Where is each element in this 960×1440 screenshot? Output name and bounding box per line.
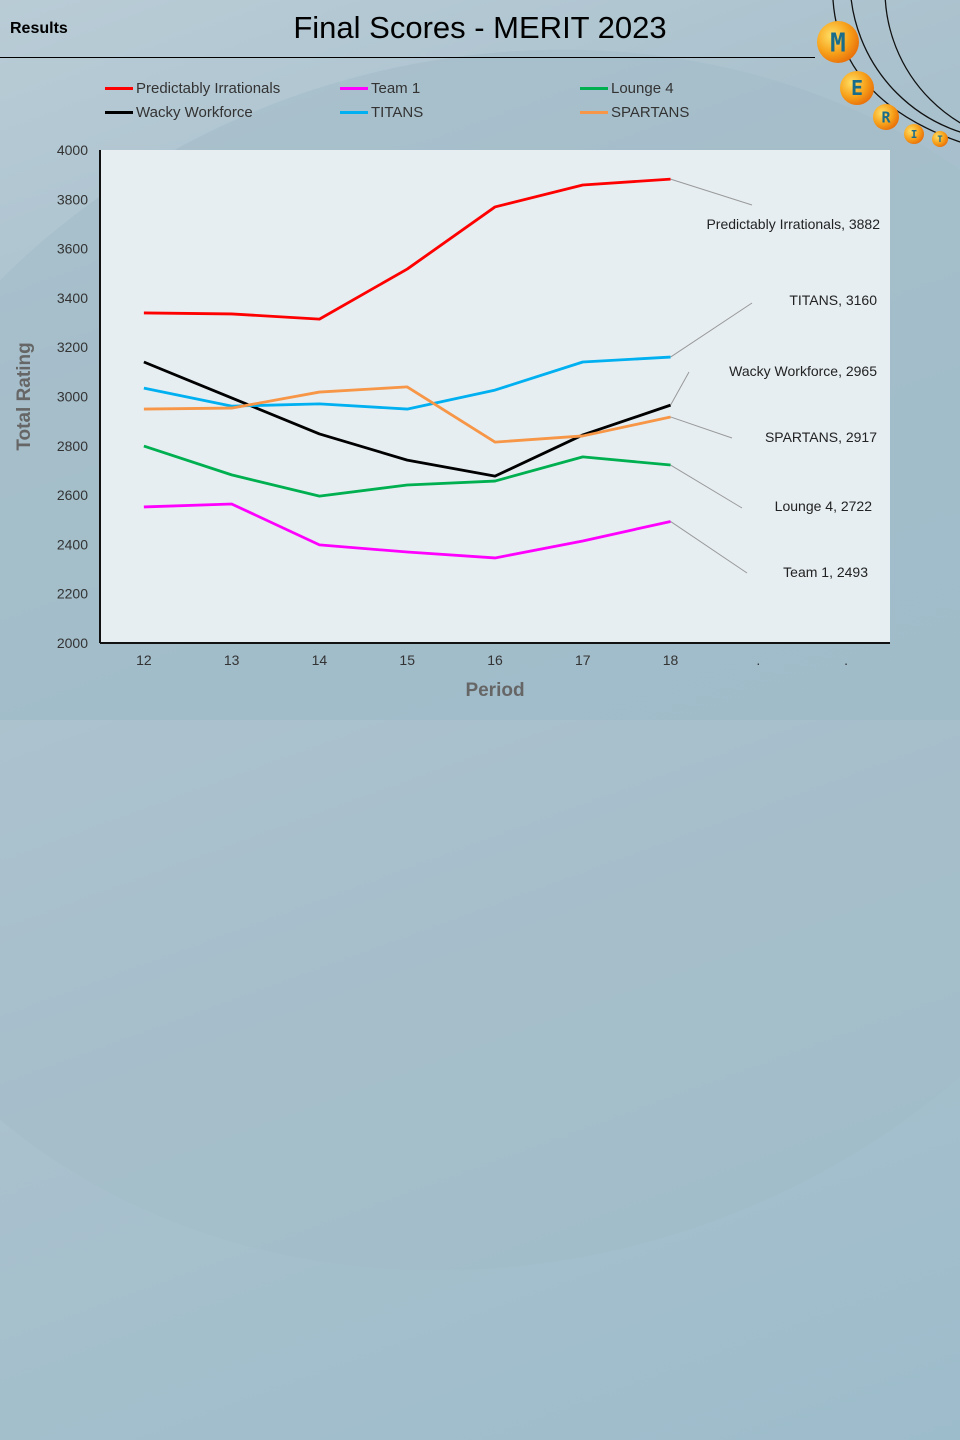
data-label: TITANS, 3160	[789, 292, 877, 308]
legend-swatch	[340, 87, 368, 90]
y-tick-label: 3800	[57, 191, 88, 207]
chart-legend: Predictably Irrationals Team 1 Lounge 4 Wac…	[105, 80, 805, 126]
legend-item: Wacky Workforce	[105, 104, 253, 121]
data-label: SPARTANS, 2917	[765, 429, 877, 445]
x-tick-label: 15	[399, 652, 415, 668]
x-tick-label: 18	[663, 652, 679, 668]
legend-swatch	[580, 111, 608, 114]
legend-swatch	[105, 111, 133, 114]
legend-label: Wacky Workforce	[136, 104, 253, 121]
legend-item: Lounge 4	[580, 80, 674, 97]
x-tick-label: .	[756, 652, 760, 668]
y-tick-label: 2800	[57, 438, 88, 454]
legend-swatch	[580, 87, 608, 90]
y-tick-label: 2000	[57, 635, 88, 651]
y-tick-label: 3000	[57, 389, 88, 405]
legend-label: SPARTANS	[611, 104, 689, 121]
x-tick-label: 13	[224, 652, 240, 668]
legend-item: TITANS	[340, 104, 423, 121]
x-tick-label: 14	[312, 652, 328, 668]
legend-label: TITANS	[371, 104, 423, 121]
y-tick-label: 2200	[57, 586, 88, 602]
x-tick-label: 16	[487, 652, 503, 668]
x-tick-label: 12	[136, 652, 152, 668]
legend-label: Team 1	[371, 80, 420, 97]
y-tick-label: 4000	[57, 142, 88, 158]
y-tick-label: 2400	[57, 536, 88, 552]
legend-label: Predictably Irrationals	[136, 80, 280, 97]
data-label: Predictably Irrationals, 3882	[706, 216, 880, 232]
legend-swatch	[340, 111, 368, 114]
y-tick-label: 3200	[57, 339, 88, 355]
y-tick-label: 3400	[57, 290, 88, 306]
legend-label: Lounge 4	[611, 80, 674, 97]
x-tick-label: .	[844, 652, 848, 668]
y-axis-title: Total Rating	[14, 342, 35, 450]
y-tick-label: 3600	[57, 241, 88, 257]
y-tick-label: 2600	[57, 487, 88, 503]
data-label: Wacky Workforce, 2965	[729, 363, 877, 379]
data-label: Team 1, 2493	[783, 564, 868, 580]
x-axis-title: Period	[465, 680, 524, 701]
legend-item: SPARTANS	[580, 104, 689, 121]
legend-item: Predictably Irrationals	[105, 80, 280, 97]
data-label: Lounge 4, 2722	[775, 498, 873, 514]
x-tick-label: 17	[575, 652, 591, 668]
legend-item: Team 1	[340, 80, 420, 97]
legend-swatch	[105, 87, 133, 90]
